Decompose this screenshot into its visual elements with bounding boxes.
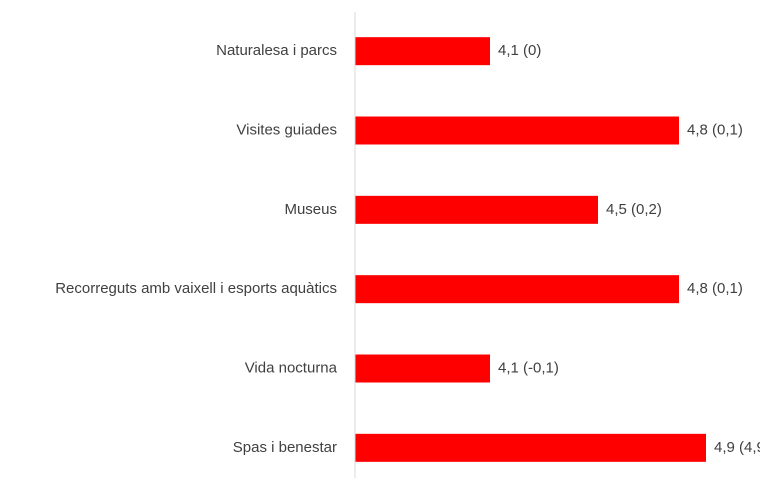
value-label: 4,1 (0) (498, 42, 541, 59)
bar (355, 354, 490, 383)
bar (355, 433, 706, 462)
bar (355, 195, 598, 224)
category-label: Visites guiades (236, 121, 337, 138)
bar (355, 116, 679, 145)
bar (355, 275, 679, 304)
value-label: 4,8 (0,1) (687, 121, 743, 138)
value-label: 4,8 (0,1) (687, 280, 743, 297)
category-label: Spas i benestar (233, 439, 337, 456)
bar (355, 37, 490, 66)
value-label: 4,9 (4,9) (714, 439, 760, 456)
category-label: Vida nocturna (245, 359, 338, 376)
value-label: 4,1 (-0,1) (498, 359, 559, 376)
category-label: Recorreguts amb vaixell i esports aquàti… (55, 280, 337, 297)
category-label: Naturalesa i parcs (216, 42, 337, 59)
value-label: 4,5 (0,2) (606, 201, 662, 218)
category-label: Museus (284, 201, 337, 218)
